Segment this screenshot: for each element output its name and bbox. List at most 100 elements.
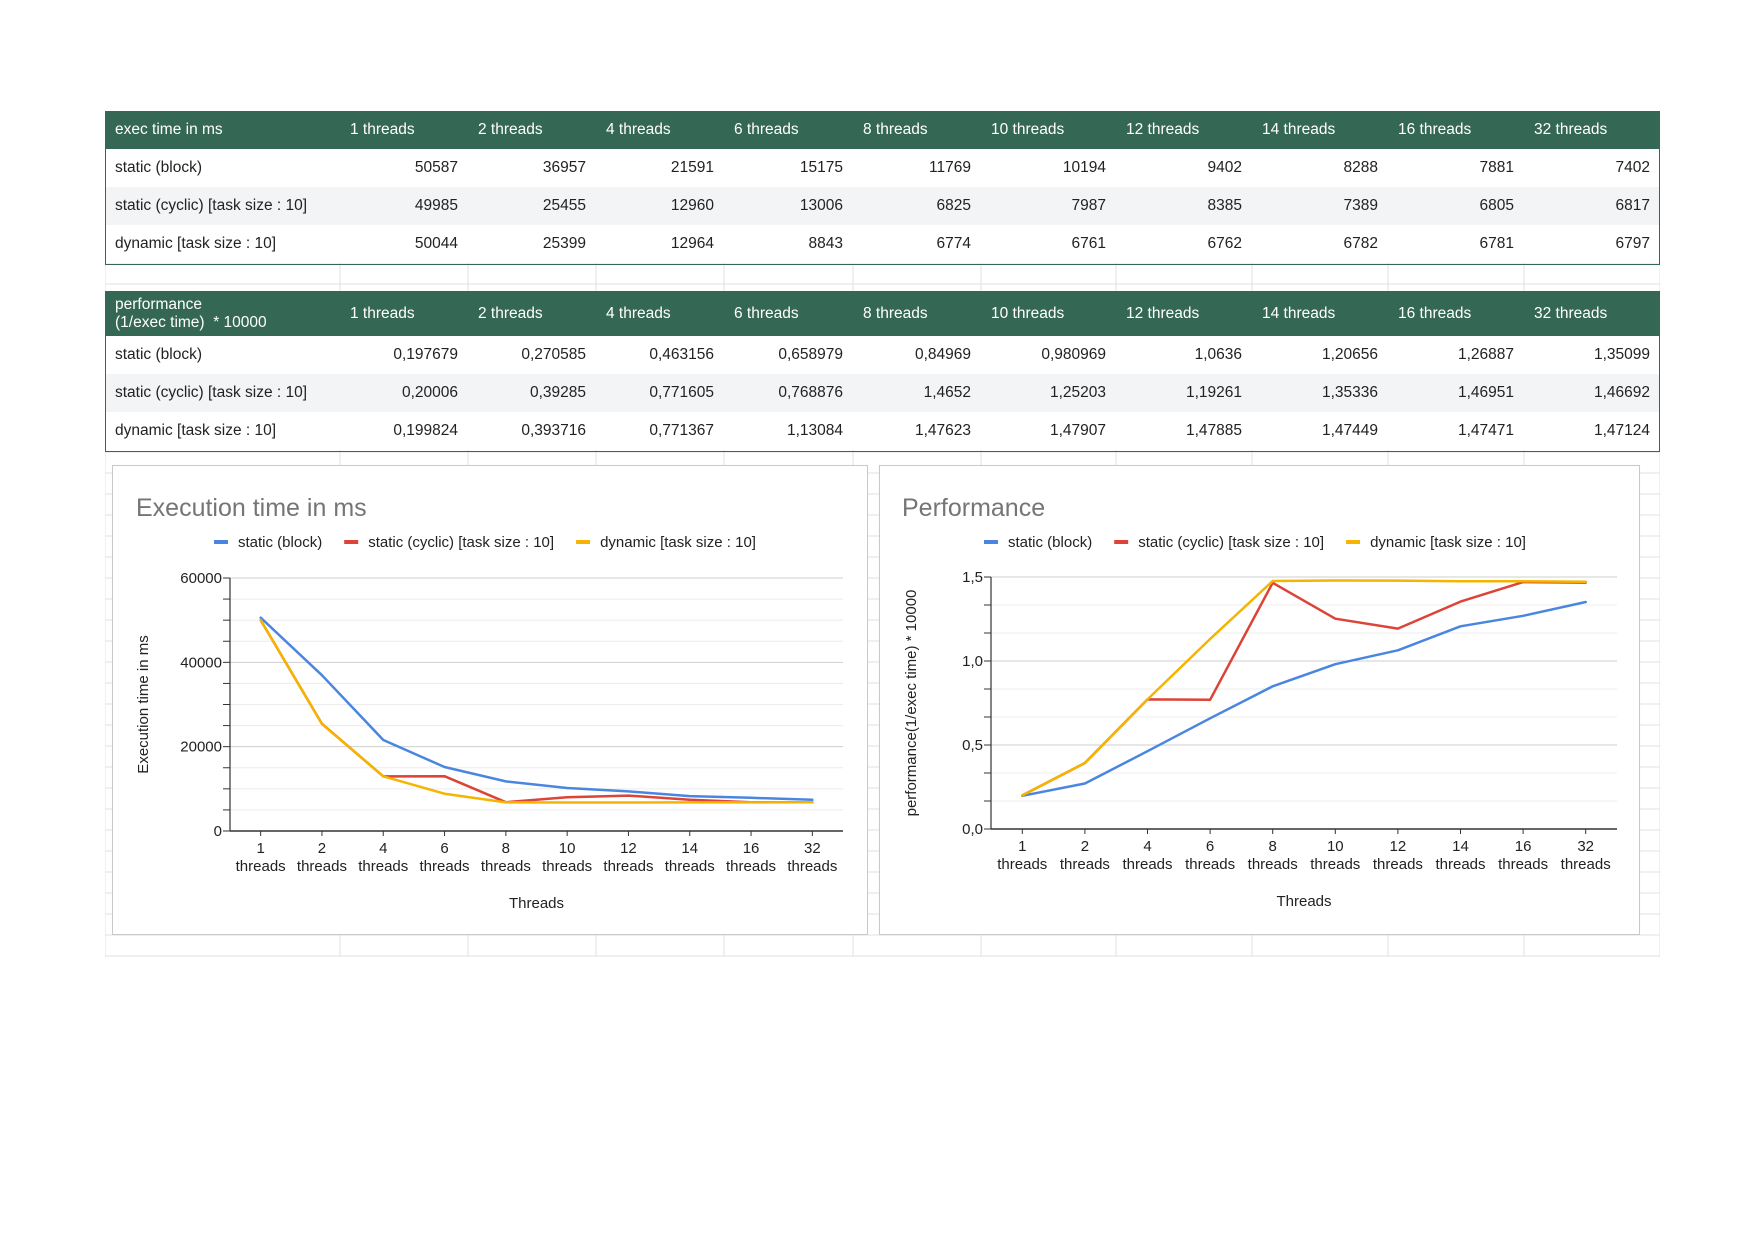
value-cell[interactable]: 0,39285 (468, 374, 596, 412)
value-cell[interactable]: 0,393716 (468, 412, 596, 450)
value-cell[interactable]: 0,768876 (724, 374, 853, 412)
value-cell[interactable]: 10194 (981, 149, 1116, 187)
value-cell[interactable]: 36957 (468, 149, 596, 187)
performance-chart-card[interactable]: Performance static (block) static (cyclic)… (879, 465, 1640, 935)
legend-item[interactable]: dynamic [task size : 10] (1346, 534, 1526, 551)
value-cell[interactable]: 1,4652 (853, 374, 981, 412)
x-tick-label: 2 threads (1060, 838, 1110, 873)
value-cell[interactable]: 1,46692 (1524, 374, 1660, 412)
value-cell[interactable]: 13006 (724, 187, 853, 225)
legend-item[interactable]: static (cyclic) [task size : 10] (1114, 534, 1324, 551)
value-cell[interactable]: 1,35336 (1252, 374, 1388, 412)
x-tick-label: 8 threads (481, 840, 531, 875)
series-line-1[interactable] (259, 616, 814, 802)
value-cell[interactable]: 6805 (1388, 187, 1524, 225)
row-label-cell[interactable]: dynamic [task size : 10] (105, 412, 340, 450)
value-cell[interactable]: 21591 (596, 149, 724, 187)
performance-table: performance (1/exec time) * 10000 1 threa… (105, 291, 1660, 450)
row-label-cell[interactable]: static (block) (105, 149, 340, 187)
value-cell[interactable]: 7881 (1388, 149, 1524, 187)
x-tick-label: 6 threads (1185, 838, 1235, 873)
legend-item[interactable]: dynamic [task size : 10] (576, 534, 756, 551)
column-header: 32 threads (1524, 291, 1660, 336)
row-label-cell[interactable]: static (block) (105, 336, 340, 374)
table-row: static (cyclic) [task size : 10] 0,20006 0… (105, 374, 1660, 412)
value-cell[interactable]: 0,771605 (596, 374, 724, 412)
value-cell[interactable]: 0,771367 (596, 412, 724, 450)
value-cell[interactable]: 25455 (468, 187, 596, 225)
x-tick-label: 12 threads (1373, 838, 1423, 873)
table-row: dynamic [task size : 10] 0,199824 0,393716… (105, 412, 1660, 450)
value-cell[interactable]: 0,197679 (340, 336, 468, 374)
x-tick-label: 6 threads (420, 840, 470, 875)
value-cell[interactable]: 1,13084 (724, 412, 853, 450)
row-label-cell[interactable]: static (cyclic) [task size : 10] (105, 374, 340, 412)
value-cell[interactable]: 15175 (724, 149, 853, 187)
legend-label: static (cyclic) [task size : 10] (368, 534, 554, 551)
exec-time-chart-card[interactable]: Execution time in ms static (block) static… (112, 465, 868, 935)
value-cell[interactable]: 1,47623 (853, 412, 981, 450)
value-cell[interactable]: 6782 (1252, 225, 1388, 263)
value-cell[interactable]: 12960 (596, 187, 724, 225)
value-cell[interactable]: 8385 (1116, 187, 1252, 225)
series-line-1[interactable] (1021, 600, 1587, 798)
value-cell[interactable]: 9402 (1116, 149, 1252, 187)
y-tick-label: 1,0 (962, 653, 983, 670)
value-cell[interactable]: 6797 (1524, 225, 1660, 263)
value-cell[interactable]: 7389 (1252, 187, 1388, 225)
value-cell[interactable]: 11769 (853, 149, 981, 187)
value-cell[interactable]: 25399 (468, 225, 596, 263)
x-tick-label: 4 threads (1122, 838, 1172, 873)
series-line-3[interactable] (1021, 579, 1587, 797)
value-cell[interactable]: 0,463156 (596, 336, 724, 374)
legend-item[interactable]: static (block) (214, 534, 322, 551)
value-cell[interactable]: 6774 (853, 225, 981, 263)
series-line-2[interactable] (259, 618, 814, 804)
value-cell[interactable]: 1,47907 (981, 412, 1116, 450)
column-header: 10 threads (981, 111, 1116, 149)
column-header: 8 threads (853, 291, 981, 336)
column-header: 32 threads (1524, 111, 1660, 149)
value-cell[interactable]: 6761 (981, 225, 1116, 263)
value-cell[interactable]: 6762 (1116, 225, 1252, 263)
value-cell[interactable]: 0,270585 (468, 336, 596, 374)
value-cell[interactable]: 50044 (340, 225, 468, 263)
value-cell[interactable]: 6817 (1524, 187, 1660, 225)
value-cell[interactable]: 1,47449 (1252, 412, 1388, 450)
row-label-cell[interactable]: dynamic [task size : 10] (105, 225, 340, 263)
value-cell[interactable]: 7402 (1524, 149, 1660, 187)
value-cell[interactable]: 6825 (853, 187, 981, 225)
value-cell[interactable]: 0,199824 (340, 412, 468, 450)
value-cell[interactable]: 8843 (724, 225, 853, 263)
value-cell[interactable]: 1,26887 (1388, 336, 1524, 374)
y-tick-label: 0,0 (962, 821, 983, 838)
y-tick-label: 0,5 (962, 737, 983, 754)
value-cell[interactable]: 1,47124 (1524, 412, 1660, 450)
value-cell[interactable]: 49985 (340, 187, 468, 225)
legend-item[interactable]: static (cyclic) [task size : 10] (344, 534, 554, 551)
value-cell[interactable]: 1,46951 (1388, 374, 1524, 412)
value-cell[interactable]: 12964 (596, 225, 724, 263)
value-cell[interactable]: 7987 (981, 187, 1116, 225)
value-cell[interactable]: 6781 (1388, 225, 1524, 263)
value-cell[interactable]: 1,47885 (1116, 412, 1252, 450)
row-label-cell[interactable]: static (cyclic) [task size : 10] (105, 187, 340, 225)
value-cell[interactable]: 0,980969 (981, 336, 1116, 374)
column-header: 2 threads (468, 111, 596, 149)
value-cell[interactable]: 1,47471 (1388, 412, 1524, 450)
value-cell[interactable]: 50587 (340, 149, 468, 187)
series-line-3[interactable] (259, 618, 814, 804)
value-cell[interactable]: 1,20656 (1252, 336, 1388, 374)
value-cell[interactable]: 0,20006 (340, 374, 468, 412)
value-cell[interactable]: 0,658979 (724, 336, 853, 374)
value-cell[interactable]: 1,0636 (1116, 336, 1252, 374)
value-cell[interactable]: 1,35099 (1524, 336, 1660, 374)
legend-item[interactable]: static (block) (984, 534, 1092, 551)
column-header: 12 threads (1116, 291, 1252, 336)
column-header: 1 threads (340, 111, 468, 149)
legend-swatch (214, 540, 228, 544)
value-cell[interactable]: 8288 (1252, 149, 1388, 187)
value-cell[interactable]: 0,84969 (853, 336, 981, 374)
value-cell[interactable]: 1,25203 (981, 374, 1116, 412)
value-cell[interactable]: 1,19261 (1116, 374, 1252, 412)
